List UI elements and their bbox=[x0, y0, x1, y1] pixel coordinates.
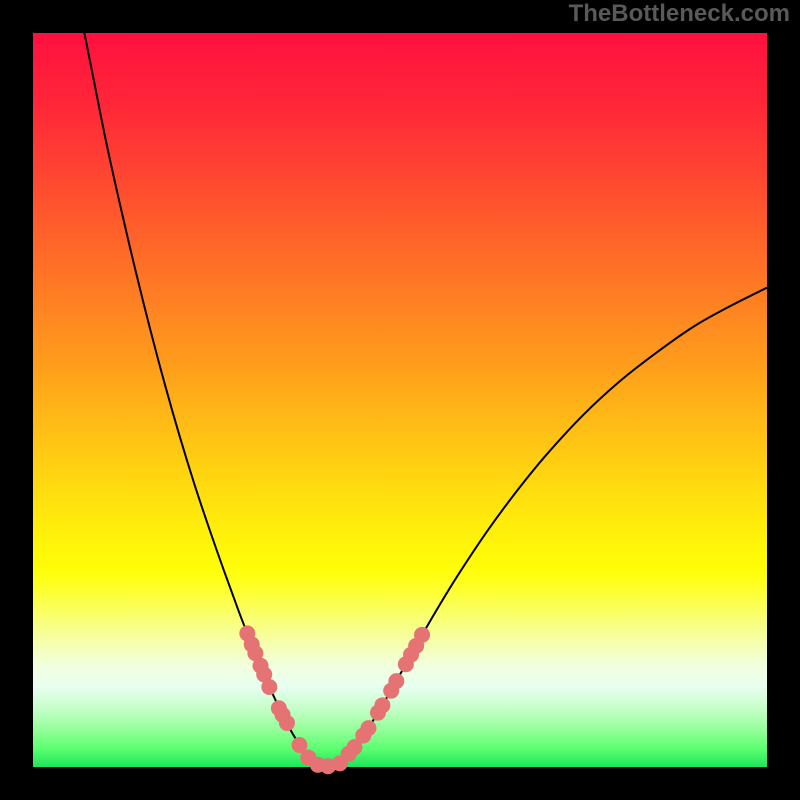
chart-container: TheBottleneck.com bbox=[0, 0, 800, 800]
data-marker bbox=[388, 673, 404, 689]
data-marker bbox=[360, 720, 376, 736]
data-marker bbox=[374, 697, 390, 713]
data-marker bbox=[261, 679, 277, 695]
bottleneck-chart bbox=[0, 0, 800, 800]
data-marker bbox=[414, 627, 430, 643]
watermark-text: TheBottleneck.com bbox=[569, 0, 790, 28]
plot-background bbox=[33, 33, 767, 767]
data-marker bbox=[279, 715, 295, 731]
